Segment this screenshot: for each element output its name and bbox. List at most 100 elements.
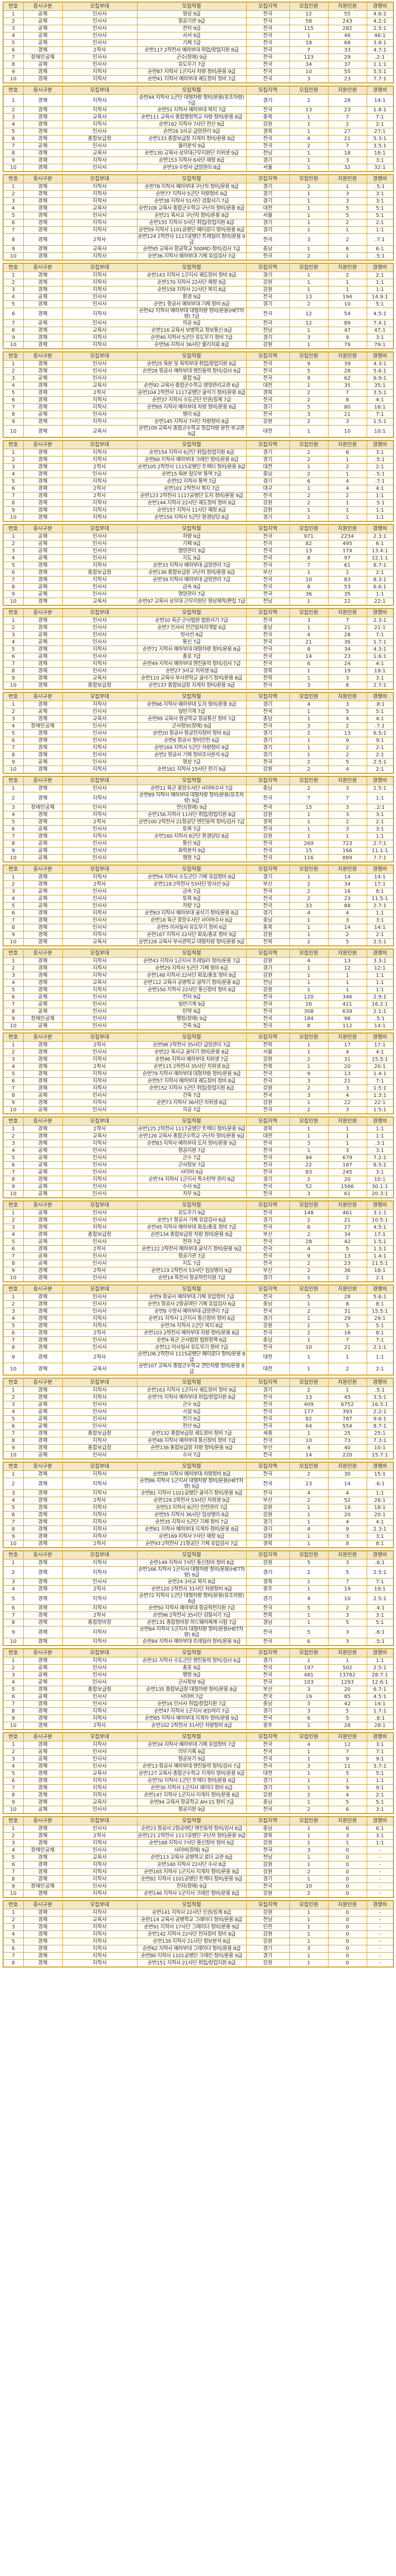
job-series-cell: 군사정보 9급 bbox=[136, 1679, 247, 1686]
exam-type-cell: 경채 bbox=[23, 157, 63, 164]
job-series-cell: 통신 7급 bbox=[136, 638, 247, 646]
recruiting-unit-cell: 지작사 bbox=[62, 1437, 137, 1445]
column-header-job-series: 모집직렬 bbox=[136, 1200, 247, 1210]
table-row: 5 경채 지작사 순번72 지작사 1군단 대형차량 정비/운용(유조차량) 8급 경기… bbox=[3, 1592, 394, 1605]
positions-cell: 2 bbox=[289, 449, 329, 456]
job-series-cell: 항공기관 9급 bbox=[136, 18, 247, 25]
table-row: 7 장애인공채 인사사 군수(장애) 9급 전국 123 29.2:1 bbox=[3, 54, 394, 61]
table-row: 4 경채 지작사 순번142 지작사 22사단 전자장비 정비 8급 강원 1 0- bbox=[3, 1930, 394, 1938]
competition-ratio-cell: 7:1 bbox=[366, 411, 394, 418]
job-series-cell: 순번10 육군 군사법원 법원서기 7급 bbox=[136, 617, 247, 624]
recruiting-unit-cell: 지작사 bbox=[62, 701, 137, 708]
column-header-applicants: 지원인원 bbox=[328, 2, 367, 11]
region-cell: 강원 bbox=[246, 499, 290, 507]
applicants-cell: 4 bbox=[328, 1518, 367, 1526]
recruiting-unit-cell: 인사사 bbox=[62, 1106, 137, 1114]
positions-cell: 1 bbox=[289, 1825, 329, 1833]
competition-ratio-cell: 1:1 bbox=[366, 1489, 394, 1497]
job-series-cell: 순번122 2작전사 예하부대 굴삭기 정비/운용 9급 bbox=[136, 1245, 247, 1253]
competition-ratio-cell: 2.7:1 bbox=[366, 682, 394, 690]
positions-cell: 1 bbox=[289, 1063, 329, 1071]
table-row: 7 경채 인사사 순번18 육군 중앙수사단 사이버수사 8급 충남 1 3 3:1 bbox=[3, 917, 394, 924]
exam-type-cell: 경채 bbox=[23, 1216, 63, 1224]
row-number-cell: 3 bbox=[3, 1224, 24, 1231]
competition-ratio-cell: 6.5:1 bbox=[366, 730, 394, 737]
table-row: 4 공채 인사사 토목 9급 전국 2 23 11.5:1 bbox=[3, 895, 394, 903]
competition-ratio-cell: 7:1 bbox=[366, 113, 394, 121]
competition-ratio-cell: 2.5:1 bbox=[366, 1664, 394, 1672]
exam-type-cell: 경채 bbox=[23, 1329, 63, 1337]
applicants-cell: 889 bbox=[328, 854, 367, 862]
applicants-cell: 282 bbox=[328, 25, 367, 32]
region-cell: 서울 bbox=[246, 1048, 290, 1056]
header-row: 번호 응시구분 모집부대 모집직렬 모집지역 모집인원 지원인원 경쟁비 bbox=[3, 1550, 394, 1560]
job-series-cell: 전산 9급 bbox=[136, 1422, 247, 1430]
table-row: 4 경채 종합보급창 순번134 종합보급창 차량 정비/운용 8급 부산 2 34 17:1 bbox=[3, 1231, 394, 1239]
exam-type-cell: 경채 bbox=[23, 1604, 63, 1612]
recruiting-unit-cell: 지작사 bbox=[62, 341, 137, 349]
recruiting-unit-cell: 지작사 bbox=[62, 909, 137, 917]
positions-cell: 1 bbox=[289, 1777, 329, 1785]
applicants-cell: 2 bbox=[328, 272, 367, 279]
job-series-cell: 순번127 교육사 종합군수학교 지게차 정비/운용 9급 bbox=[136, 1770, 247, 1777]
job-series-cell: 순번21 육사교 구난차 정비/운용 8급 bbox=[136, 212, 247, 219]
positions-cell: 1 bbox=[289, 751, 329, 759]
region-cell: 경기 bbox=[246, 1526, 290, 1533]
applicants-cell: 12 bbox=[328, 1741, 367, 1749]
recruiting-unit-cell: 지작사 bbox=[62, 1559, 137, 1567]
row-number-cell: 6 bbox=[3, 825, 24, 833]
recruitment-table: 번호 응시구분 모집부대 모집직렬 모집지역 모집인원 지원인원 경쟁비 1 경채 지작사 순번143… bbox=[3, 263, 394, 349]
recruiting-unit-cell: 인사사 bbox=[62, 1336, 137, 1344]
table-row: 4 경채 인사사 순번15 육본 참모부 통역 7급 충남 2 1.5:1 bbox=[3, 470, 394, 478]
positions-cell: 6 bbox=[289, 660, 329, 668]
competition-ratio-cell: 1.8:1 bbox=[366, 106, 394, 114]
job-series-cell: 항공보기 9급 bbox=[136, 1755, 247, 1763]
applicants-cell: 40 bbox=[328, 1444, 367, 1452]
exam-type-cell: 경채 bbox=[23, 1686, 63, 1693]
recruiting-unit-cell: 지작사 bbox=[62, 873, 137, 881]
job-series-cell: 순번135 종합보급창 대형차량 정비/운용 8급 bbox=[136, 1686, 247, 1693]
table-row: 10 공채 인사사 건축 9급 전국 8 112 14:1 bbox=[3, 1022, 394, 1030]
column-header-job-series: 모집직렬 bbox=[136, 865, 247, 874]
applicants-cell: 9 bbox=[328, 1755, 367, 1763]
row-number-cell: 3 bbox=[3, 1308, 24, 1315]
header-row: 번호 응시구분 모집부대 모집직렬 모집지역 모집인원 지원인원 경쟁비 bbox=[3, 948, 394, 958]
competition-ratio-cell: 7.4:1 bbox=[366, 319, 394, 327]
job-series-cell: 순번80 지작사 1101공병단 크레인 정비/운용 9급 bbox=[136, 1952, 247, 1960]
positions-cell: 1 bbox=[289, 1533, 329, 1540]
competition-ratio-cell: 6.7:1 bbox=[366, 1686, 394, 1693]
job-series-cell: 순번92 교육사 종합군수학교 영양관리교관 6급 bbox=[136, 382, 247, 389]
competition-ratio-cell: 32:1 bbox=[366, 164, 394, 172]
table-row: 8 경채 지작사 순번61 지작사 예하부대 지게차 정비/운용 8급 경기 4 9 2.3:… bbox=[3, 1526, 394, 1533]
positions-cell: 2 bbox=[289, 730, 329, 737]
job-series-cell: 순번113 교육사 공병학교 로더 교관 8급 bbox=[136, 1854, 247, 1861]
recruiting-unit-cell: 지작사 bbox=[62, 456, 137, 464]
table-row: 5 경채 종합보급창 순번135 종합보급창 대형차량 정비/운용 8급 부산 3 20 6.… bbox=[3, 1686, 394, 1693]
header-row: 번호 응시구분 모집부대 모집직렬 모집지역 모집인원 지원인원 경쟁비 bbox=[3, 1816, 394, 1825]
competition-ratio-cell: 3:1 bbox=[366, 197, 394, 205]
table-row: 1 경채 지작사 순번32 지작사 수도군단 엔진동력 정비/검사 6급 경기 1 1 1:1 bbox=[3, 1657, 394, 1665]
exam-type-cell: 경채 bbox=[23, 1497, 63, 1504]
table-row: 7 경채 지작사 순번39 지작사 예하부대 급양관리 7급 전국 10 83 8.3:1 bbox=[3, 576, 394, 584]
applicants-cell: 495 bbox=[328, 540, 367, 548]
table-row: 6 경채 2작사 순번122 2작전사 예하부대 굴삭기 정비/운용 9급 전국 4 5 1.… bbox=[3, 1245, 394, 1253]
job-series-cell: 순번54 지작사 수도군단 기체 유압정비 8급 bbox=[136, 873, 247, 881]
region-cell: 전국 bbox=[246, 75, 290, 83]
applicants-cell: 9 bbox=[328, 1526, 367, 1533]
region-cell: 전국 bbox=[246, 1260, 290, 1267]
column-header-recruiting-unit: 모집부대 bbox=[62, 1378, 137, 1387]
row-number-cell: 5 bbox=[3, 1686, 24, 1693]
competition-ratio-cell: 8.3:1 bbox=[366, 576, 394, 584]
table-row: 10 경채 인사사 순번19 수방사 급양관리 8급 서울 1 32 32:1 bbox=[3, 164, 394, 172]
exam-type-cell: 경채 bbox=[23, 744, 63, 752]
positions-cell: 116 bbox=[289, 854, 329, 862]
competition-ratio-cell: 1:1 bbox=[366, 514, 394, 522]
job-series-cell: 순번112 교육사 공병학교 굴착기 정비/운용 8급 bbox=[136, 979, 247, 987]
recruiting-unit-cell: 2작사 bbox=[62, 1585, 137, 1593]
competition-ratio-cell: 2.5:1 bbox=[366, 938, 394, 946]
job-series-cell: 일반기계 9급 bbox=[136, 1001, 247, 1008]
column-header-applicants: 지원인원 bbox=[328, 86, 367, 95]
row-number-cell: 2 bbox=[3, 540, 24, 548]
positions-cell: 1 bbox=[289, 1511, 329, 1519]
competition-ratio-cell: 3:1 bbox=[366, 825, 394, 833]
